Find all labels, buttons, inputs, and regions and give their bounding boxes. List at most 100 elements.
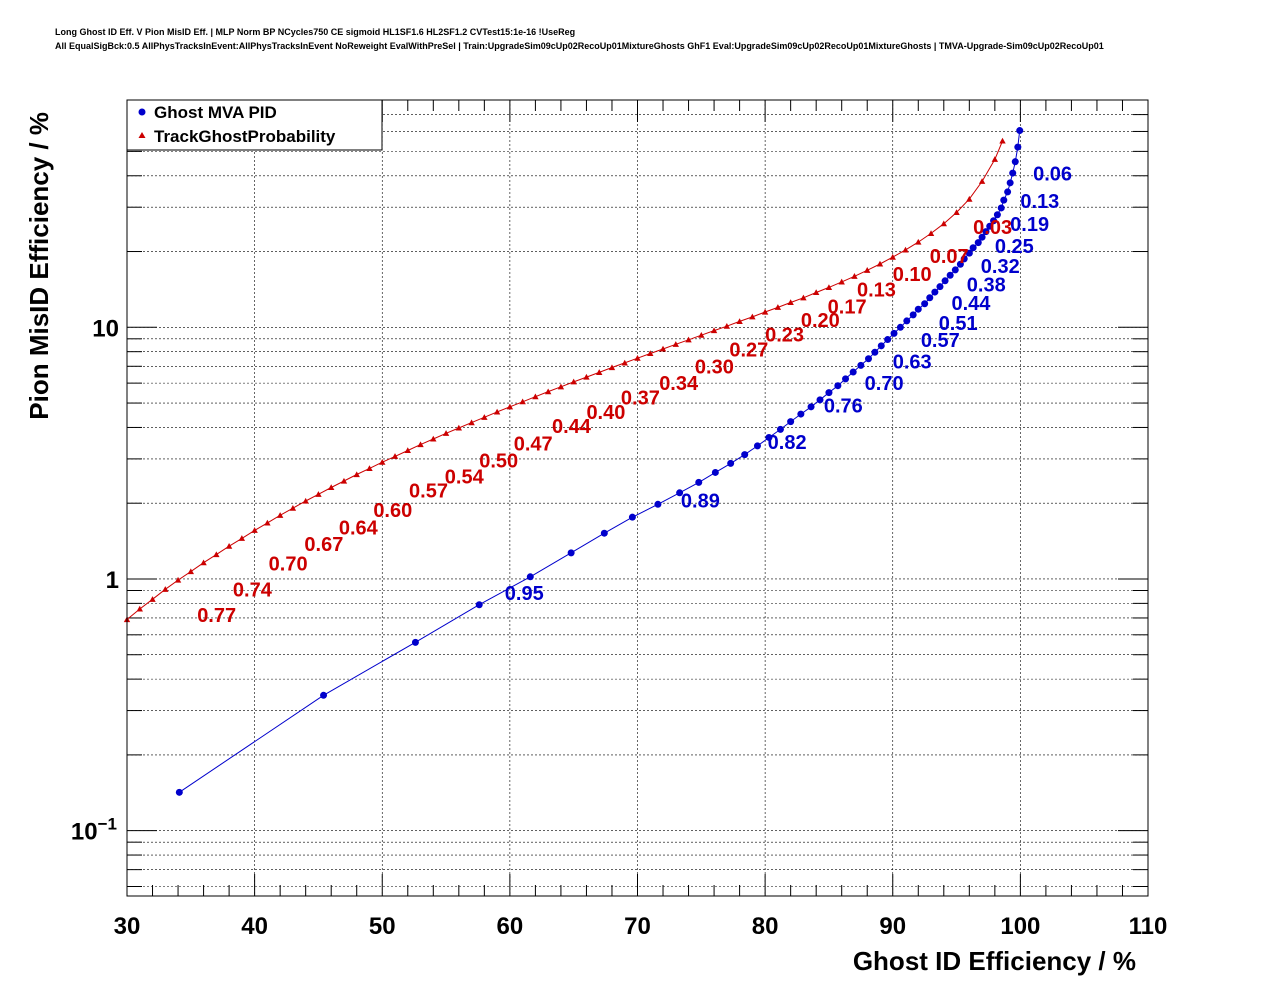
data-point — [953, 209, 960, 215]
data-point — [213, 551, 220, 558]
data-point — [797, 410, 805, 418]
data-point — [391, 453, 399, 459]
threshold-label: 0.57 — [921, 330, 960, 352]
threshold-label: 0.70 — [269, 554, 308, 576]
data-point — [468, 419, 475, 426]
data-point — [493, 408, 501, 415]
data-point — [921, 300, 929, 308]
data-point — [931, 288, 939, 296]
data-point — [136, 605, 143, 612]
data-point — [865, 355, 873, 363]
data-point — [1011, 158, 1019, 166]
data-point — [890, 329, 898, 337]
data-point — [926, 294, 934, 302]
data-point — [570, 378, 577, 385]
data-point — [723, 323, 731, 329]
data-point — [838, 278, 845, 285]
data-point — [903, 317, 911, 325]
data-point — [567, 549, 575, 557]
threshold-label: 0.25 — [995, 236, 1034, 258]
data-point — [993, 211, 1001, 219]
data-point — [960, 255, 968, 263]
threshold-label: 0.17 — [828, 296, 867, 318]
data-point — [864, 267, 871, 273]
data-point — [659, 345, 667, 352]
x-tick-label: 40 — [241, 913, 268, 940]
data-point — [328, 484, 335, 491]
threshold-label: 0.67 — [304, 534, 343, 556]
legend-label-ghost-mva: Ghost MVA PID — [154, 103, 277, 122]
threshold-label: 0.64 — [339, 518, 379, 540]
data-point — [997, 204, 1005, 212]
data-point — [600, 529, 608, 537]
threshold-label: 0.74 — [233, 579, 273, 601]
data-point — [608, 364, 616, 371]
threshold-label: 0.60 — [373, 500, 412, 522]
data-point — [557, 383, 565, 390]
data-point — [876, 260, 884, 267]
data-point — [302, 497, 309, 504]
data-point — [736, 318, 743, 324]
data-point — [991, 156, 999, 162]
data-point — [149, 596, 156, 602]
threshold-label: 0.37 — [621, 388, 660, 410]
data-point — [455, 424, 463, 431]
data-point — [187, 568, 195, 575]
data-point — [982, 228, 990, 236]
threshold-label: 0.19 — [1010, 214, 1049, 236]
series-track-ghost-prob — [123, 137, 1006, 623]
data-point — [685, 336, 692, 343]
series-line — [179, 130, 1021, 793]
x-tick-label: 80 — [752, 913, 779, 940]
series-line — [126, 140, 1003, 620]
legend-box — [126, 99, 383, 151]
data-point — [990, 217, 998, 225]
data-point — [774, 304, 782, 310]
data-point — [851, 273, 858, 279]
data-point — [825, 284, 833, 290]
data-point — [749, 313, 756, 320]
threshold-label: 0.76 — [824, 395, 863, 417]
data-point — [340, 477, 348, 484]
data-point — [430, 435, 437, 442]
data-point — [519, 398, 526, 405]
data-point — [366, 465, 373, 471]
threshold-label: 0.23 — [765, 325, 804, 347]
data-point — [506, 403, 514, 410]
data-point — [654, 500, 662, 508]
y-tick-label: 1 — [106, 567, 119, 594]
data-point — [787, 299, 794, 306]
threshold-label: 0.77 — [197, 605, 236, 627]
threshold-label: 0.13 — [857, 280, 896, 302]
data-point — [941, 277, 949, 285]
x-tick-label: 100 — [1000, 913, 1040, 940]
data-point — [251, 527, 258, 533]
data-point — [889, 253, 896, 260]
threshold-label: 0.20 — [801, 310, 840, 332]
data-point — [915, 238, 922, 245]
data-point — [825, 389, 833, 397]
data-point — [807, 403, 815, 411]
legend-label-track-ghost-prob: TrackGhostProbability — [154, 127, 336, 146]
series-ghost-mva — [175, 127, 1024, 796]
threshold-label: 0.10 — [893, 264, 932, 286]
data-point — [264, 519, 271, 526]
data-point — [956, 260, 964, 268]
data-point — [315, 491, 322, 497]
data-point — [999, 137, 1006, 144]
data-point — [1004, 188, 1012, 196]
data-point — [698, 332, 705, 338]
x-tick-label: 30 — [114, 913, 141, 940]
data-point — [902, 246, 909, 253]
y-tick-label: 10 — [92, 315, 119, 342]
data-point — [475, 601, 483, 609]
data-point — [936, 283, 944, 291]
series-layer — [123, 127, 1024, 796]
x-tick-label: 60 — [497, 913, 524, 940]
data-point — [842, 375, 850, 383]
threshold-label: 0.89 — [681, 491, 720, 513]
data-point — [404, 447, 411, 454]
data-point — [672, 341, 679, 347]
data-point — [710, 327, 718, 334]
